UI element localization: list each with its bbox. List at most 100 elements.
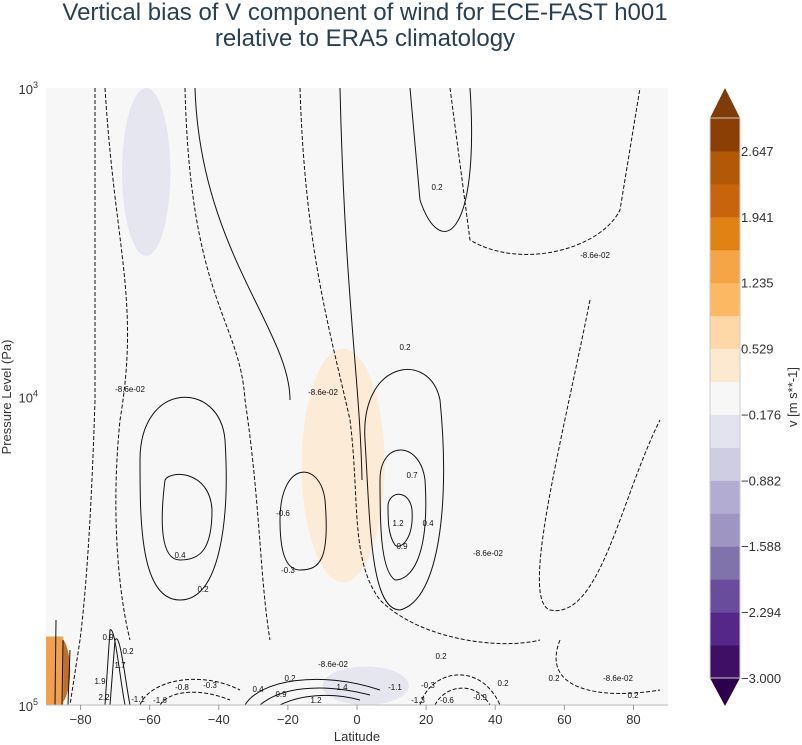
- contour-label: 0.2: [497, 679, 509, 688]
- contour-line: [104, 629, 126, 705]
- contour-label: -1.1: [131, 695, 145, 704]
- contour-label: -0.3: [421, 681, 435, 690]
- contour-label: -0.6: [440, 696, 454, 705]
- contour-label: 0.4: [252, 685, 264, 694]
- colorbar-band: [710, 249, 740, 284]
- colorbar-band: [710, 579, 740, 613]
- filled-contours: [46, 88, 409, 705]
- contour-line: [139, 396, 227, 601]
- contour-label: 0.2: [548, 674, 560, 683]
- x-tick-label: 60: [557, 712, 571, 727]
- colorbar-band: [710, 447, 740, 481]
- contour-line: [379, 449, 427, 581]
- colorbar-band: [710, 216, 740, 251]
- colorbar-band: [710, 381, 740, 415]
- contour-label: 0.4: [174, 551, 186, 560]
- contour-label: 0.7: [406, 471, 418, 480]
- colorbar-band: [710, 150, 740, 185]
- x-tick-label: 0: [353, 712, 360, 727]
- contour-line: [449, 88, 641, 255]
- contour-line: [387, 493, 413, 547]
- contour-label: -8.6e-02: [580, 251, 610, 260]
- contour-label: -1.1: [388, 683, 402, 692]
- colorbar-band: [710, 282, 740, 317]
- colorbar-tick-label: −1.588: [741, 539, 781, 554]
- colorbar-band: [710, 118, 740, 152]
- y-tick-label: 103: [19, 80, 38, 97]
- contour-label: -0.9: [473, 693, 487, 702]
- colorbar-label: v [m s**-1]: [785, 367, 800, 427]
- y-tick-label: 105: [19, 697, 38, 714]
- filled-region: [301, 348, 385, 583]
- y-axis-label: Pressure Level (Pa): [0, 340, 14, 455]
- contour-label: 1.9: [94, 677, 106, 686]
- contour-label: -8.6e-02: [308, 388, 338, 397]
- colorbar-band: [710, 348, 740, 383]
- contour-line: [279, 471, 327, 571]
- contour-label: -0.8: [175, 683, 189, 692]
- colorbar-tick-label: −3.000: [741, 671, 781, 686]
- colorbar-band: [710, 183, 740, 218]
- title-line-1: Vertical bias of V component of wind for…: [62, 0, 668, 26]
- contour-label: 0.2: [435, 652, 447, 661]
- y-ticks: 103 104 105: [19, 80, 38, 714]
- contour-line: [434, 687, 491, 705]
- contour-label: -1.3: [411, 696, 425, 705]
- colorbar-extend-min: [710, 678, 740, 706]
- contour-line: [184, 88, 271, 641]
- colorbar-tick-label: −0.176: [741, 407, 781, 422]
- x-tick-label: 80: [626, 712, 640, 727]
- contour-line: [419, 674, 501, 705]
- x-tick-label: −60: [139, 712, 161, 727]
- x-tick-label: −40: [208, 712, 230, 727]
- contour-label: 1.2: [392, 519, 404, 528]
- contour-line: [139, 678, 241, 705]
- x-tick-label: −80: [70, 712, 92, 727]
- contour-line: [69, 88, 96, 705]
- contour-line: [409, 88, 473, 232]
- colorbar-band: [710, 546, 740, 580]
- colorbar: 2.647 1.941 1.235 0.529 −0.176 −0.882 −1.588 −2…: [709, 88, 781, 706]
- title-line-2: relative to ERA5 climatology: [214, 25, 516, 52]
- contour-line: [339, 88, 363, 481]
- contour-label: 1.4: [336, 683, 348, 692]
- contour-label: 2.2: [98, 693, 110, 702]
- colorbar-outline: [709, 117, 741, 679]
- contour-label: 0.2: [399, 343, 411, 352]
- colorbar-tick-label: 1.235: [741, 276, 774, 291]
- contour-labels: 0.2 -8.6e-02 0.2 -8.6e-02 -8.6e-02 0.4 0.2 -0.6…: [94, 183, 639, 705]
- colorbar-tick-label: 2.647: [741, 144, 774, 159]
- x-tick-label: 40: [488, 712, 502, 727]
- colorbar-tick-label: −2.294: [741, 605, 781, 620]
- contour-label: 0.2: [431, 183, 443, 192]
- colorbar-band: [710, 513, 740, 547]
- filled-region: [122, 88, 171, 256]
- contour-label: -8.6e-02: [603, 674, 633, 683]
- y-tick-label: 104: [19, 389, 38, 406]
- colorbar-tick-label: 0.529: [741, 342, 774, 357]
- contour-label: 0.2: [284, 674, 296, 683]
- colorbar-tick-label: 1.941: [741, 210, 774, 225]
- colorbar-band: [710, 414, 740, 448]
- colorbar-band: [710, 480, 740, 514]
- colorbar-band: [710, 645, 740, 679]
- contour-line: [161, 474, 213, 561]
- colorbar-band: [710, 612, 740, 646]
- contour-line: [54, 619, 71, 705]
- contour-label: 0.9: [275, 690, 287, 699]
- contour-label: 0.9: [102, 633, 114, 642]
- contour-label: -8.6e-02: [115, 385, 145, 394]
- x-tick-label: 20: [419, 712, 433, 727]
- contour-lines: [54, 88, 661, 705]
- colorbar-extend-max: [710, 88, 740, 118]
- contour-label: -1.6: [153, 696, 167, 705]
- colorbar-tick-label: −0.882: [741, 473, 781, 488]
- contour-line: [109, 638, 131, 705]
- contour-line: [159, 691, 231, 705]
- contour-label: -8.6e-02: [473, 549, 503, 558]
- chart-title: Vertical bias of V component of wind for…: [0, 0, 730, 52]
- contour-label: -8.6e-02: [318, 660, 348, 669]
- contour-label: 0.9: [396, 542, 408, 551]
- contour-label: 0.4: [422, 519, 434, 528]
